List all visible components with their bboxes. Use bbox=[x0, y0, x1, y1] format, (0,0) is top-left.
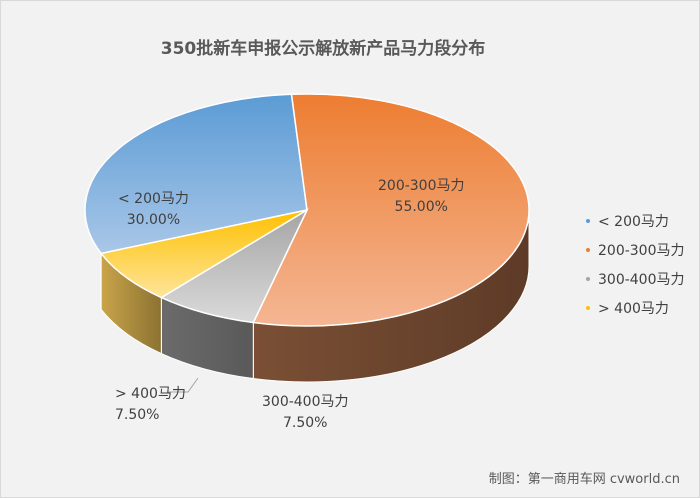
slice-300-400 bbox=[159, 208, 309, 324]
slice-gt400 bbox=[99, 209, 308, 299]
legend-marker-300-400 bbox=[586, 276, 590, 281]
data-label-gt400: > 400马力 7.50% bbox=[115, 384, 186, 426]
data-label-lt200-category: < 200马力 bbox=[118, 191, 189, 207]
slice-200-300 bbox=[252, 93, 530, 327]
legend-marker-lt200 bbox=[586, 218, 590, 223]
data-label-lt200-value: 30.00% bbox=[126, 212, 181, 228]
data-label-gt400-category: > 400马力 bbox=[115, 386, 186, 402]
leader-line-gt400 bbox=[168, 377, 199, 393]
legend-marker-200-300 bbox=[586, 247, 590, 252]
legend-item-lt200: < 200马力 bbox=[586, 206, 685, 235]
legend-label-300-400: 300-400马力 bbox=[598, 271, 685, 288]
legend-item-gt400: > 400马力 bbox=[586, 293, 685, 322]
data-label-200-300-category: 200-300马力 bbox=[378, 178, 465, 194]
legend-label-200-300: 200-300马力 bbox=[598, 242, 685, 259]
data-label-200-300: 200-300马力 55.00% bbox=[378, 176, 465, 218]
data-label-lt200: < 200马力 30.00% bbox=[118, 189, 189, 231]
data-label-300-400-value: 7.50% bbox=[283, 415, 328, 431]
legend-marker-gt400 bbox=[586, 305, 590, 310]
legend-item-300-400: 300-400马力 bbox=[586, 264, 685, 293]
data-label-gt400-value: 7.50% bbox=[115, 407, 160, 423]
legend-item-200-300: 200-300马力 bbox=[586, 235, 685, 264]
legend-label-lt200: < 200马力 bbox=[598, 213, 669, 230]
data-label-300-400-category: 300-400马力 bbox=[262, 394, 349, 410]
chart-title: 350批新车申报公示解放新产品马力段分布 bbox=[160, 39, 486, 59]
chart-legend: < 200马力 200-300马力 300-400马力 > 400马力 bbox=[586, 206, 685, 322]
slice-lt200 bbox=[84, 93, 308, 255]
data-label-200-300-value: 55.00% bbox=[394, 199, 448, 215]
data-label-300-400: 300-400马力 7.50% bbox=[262, 392, 349, 434]
legend-label-gt400: > 400马力 bbox=[598, 300, 669, 317]
chart-credit: 制图：第一商用车网 cvworld.cn bbox=[488, 472, 680, 487]
